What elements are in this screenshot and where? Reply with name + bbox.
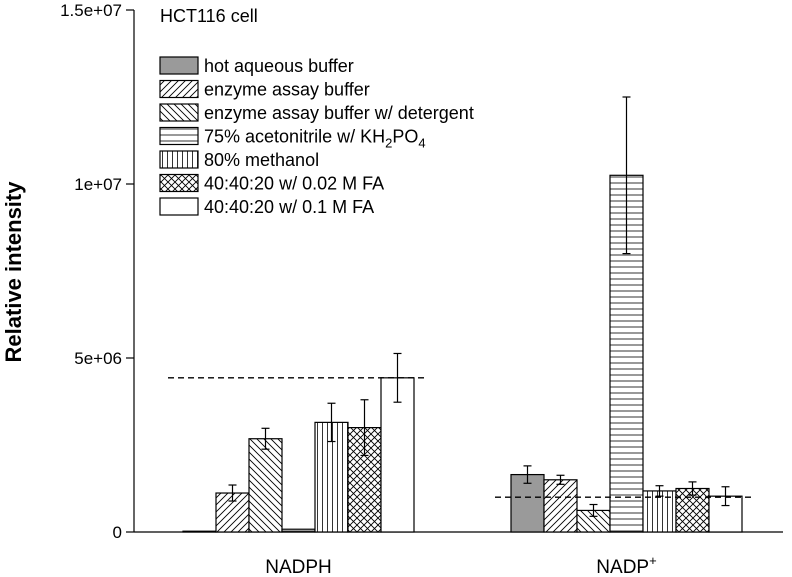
legend-label: enzyme assay buffer [204,80,370,100]
legend-label: 40:40:20 w/ 0.02 M FA [204,174,384,194]
legend-swatch [159,103,199,122]
x-category-label: NADP+ [596,553,656,577]
legend-swatch [159,173,199,193]
bar [248,438,283,533]
chart-title: HCT116 cell [160,6,258,26]
y-tick-label: 0 [113,523,122,542]
axis-layer: 0 5e+06 1e+07 1.5e+07 NADPH NADP+ [60,1,783,577]
legend-swatch [159,56,199,75]
legend-label: 75% acetonitrile w/ KH2PO4 [204,127,426,151]
legend-swatch [159,197,199,216]
legend-label: 80% methanol [204,150,319,170]
y-tick-label: 5e+06 [74,349,122,368]
legend-swatch [159,126,199,146]
legend-label: hot aqueous buffer [204,56,354,76]
bar [543,479,578,533]
y-tick-label: 1.5e+07 [60,1,122,20]
x-category-label: NADPH [265,557,332,577]
legend-label: enzyme assay buffer w/ detergent [204,103,474,123]
bar [182,530,217,533]
y-axis-label: Relative intensity [1,181,26,363]
legend-swatch [159,150,199,169]
bar [380,377,415,533]
bars-layer [168,96,753,533]
bar [281,528,316,533]
y-tick-label: 1e+07 [74,175,122,194]
legend: hot aqueous buffer enzyme assay buffer enz… [159,56,474,217]
legend-swatch [159,79,199,99]
legend-label: 40:40:20 w/ 0.1 M FA [204,197,374,217]
